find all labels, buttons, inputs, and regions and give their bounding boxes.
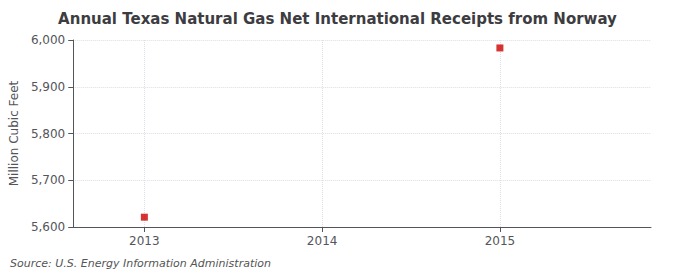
svg-text:5,900: 5,900 — [31, 80, 65, 94]
svg-text:6,000: 6,000 — [31, 33, 65, 47]
svg-text:2015: 2015 — [485, 234, 516, 248]
svg-text:Million Cubic Feet: Million Cubic Feet — [7, 80, 21, 186]
svg-text:5,800: 5,800 — [31, 127, 65, 141]
svg-text:5,700: 5,700 — [31, 173, 65, 187]
svg-text:2013: 2013 — [129, 234, 160, 248]
svg-text:Source: U.S. Energy Informatio: Source: U.S. Energy Information Administ… — [10, 257, 271, 270]
svg-text:5,600: 5,600 — [31, 220, 65, 234]
svg-text:2014: 2014 — [307, 234, 338, 248]
svg-text:Annual Texas Natural Gas Net I: Annual Texas Natural Gas Net Internation… — [58, 10, 617, 28]
